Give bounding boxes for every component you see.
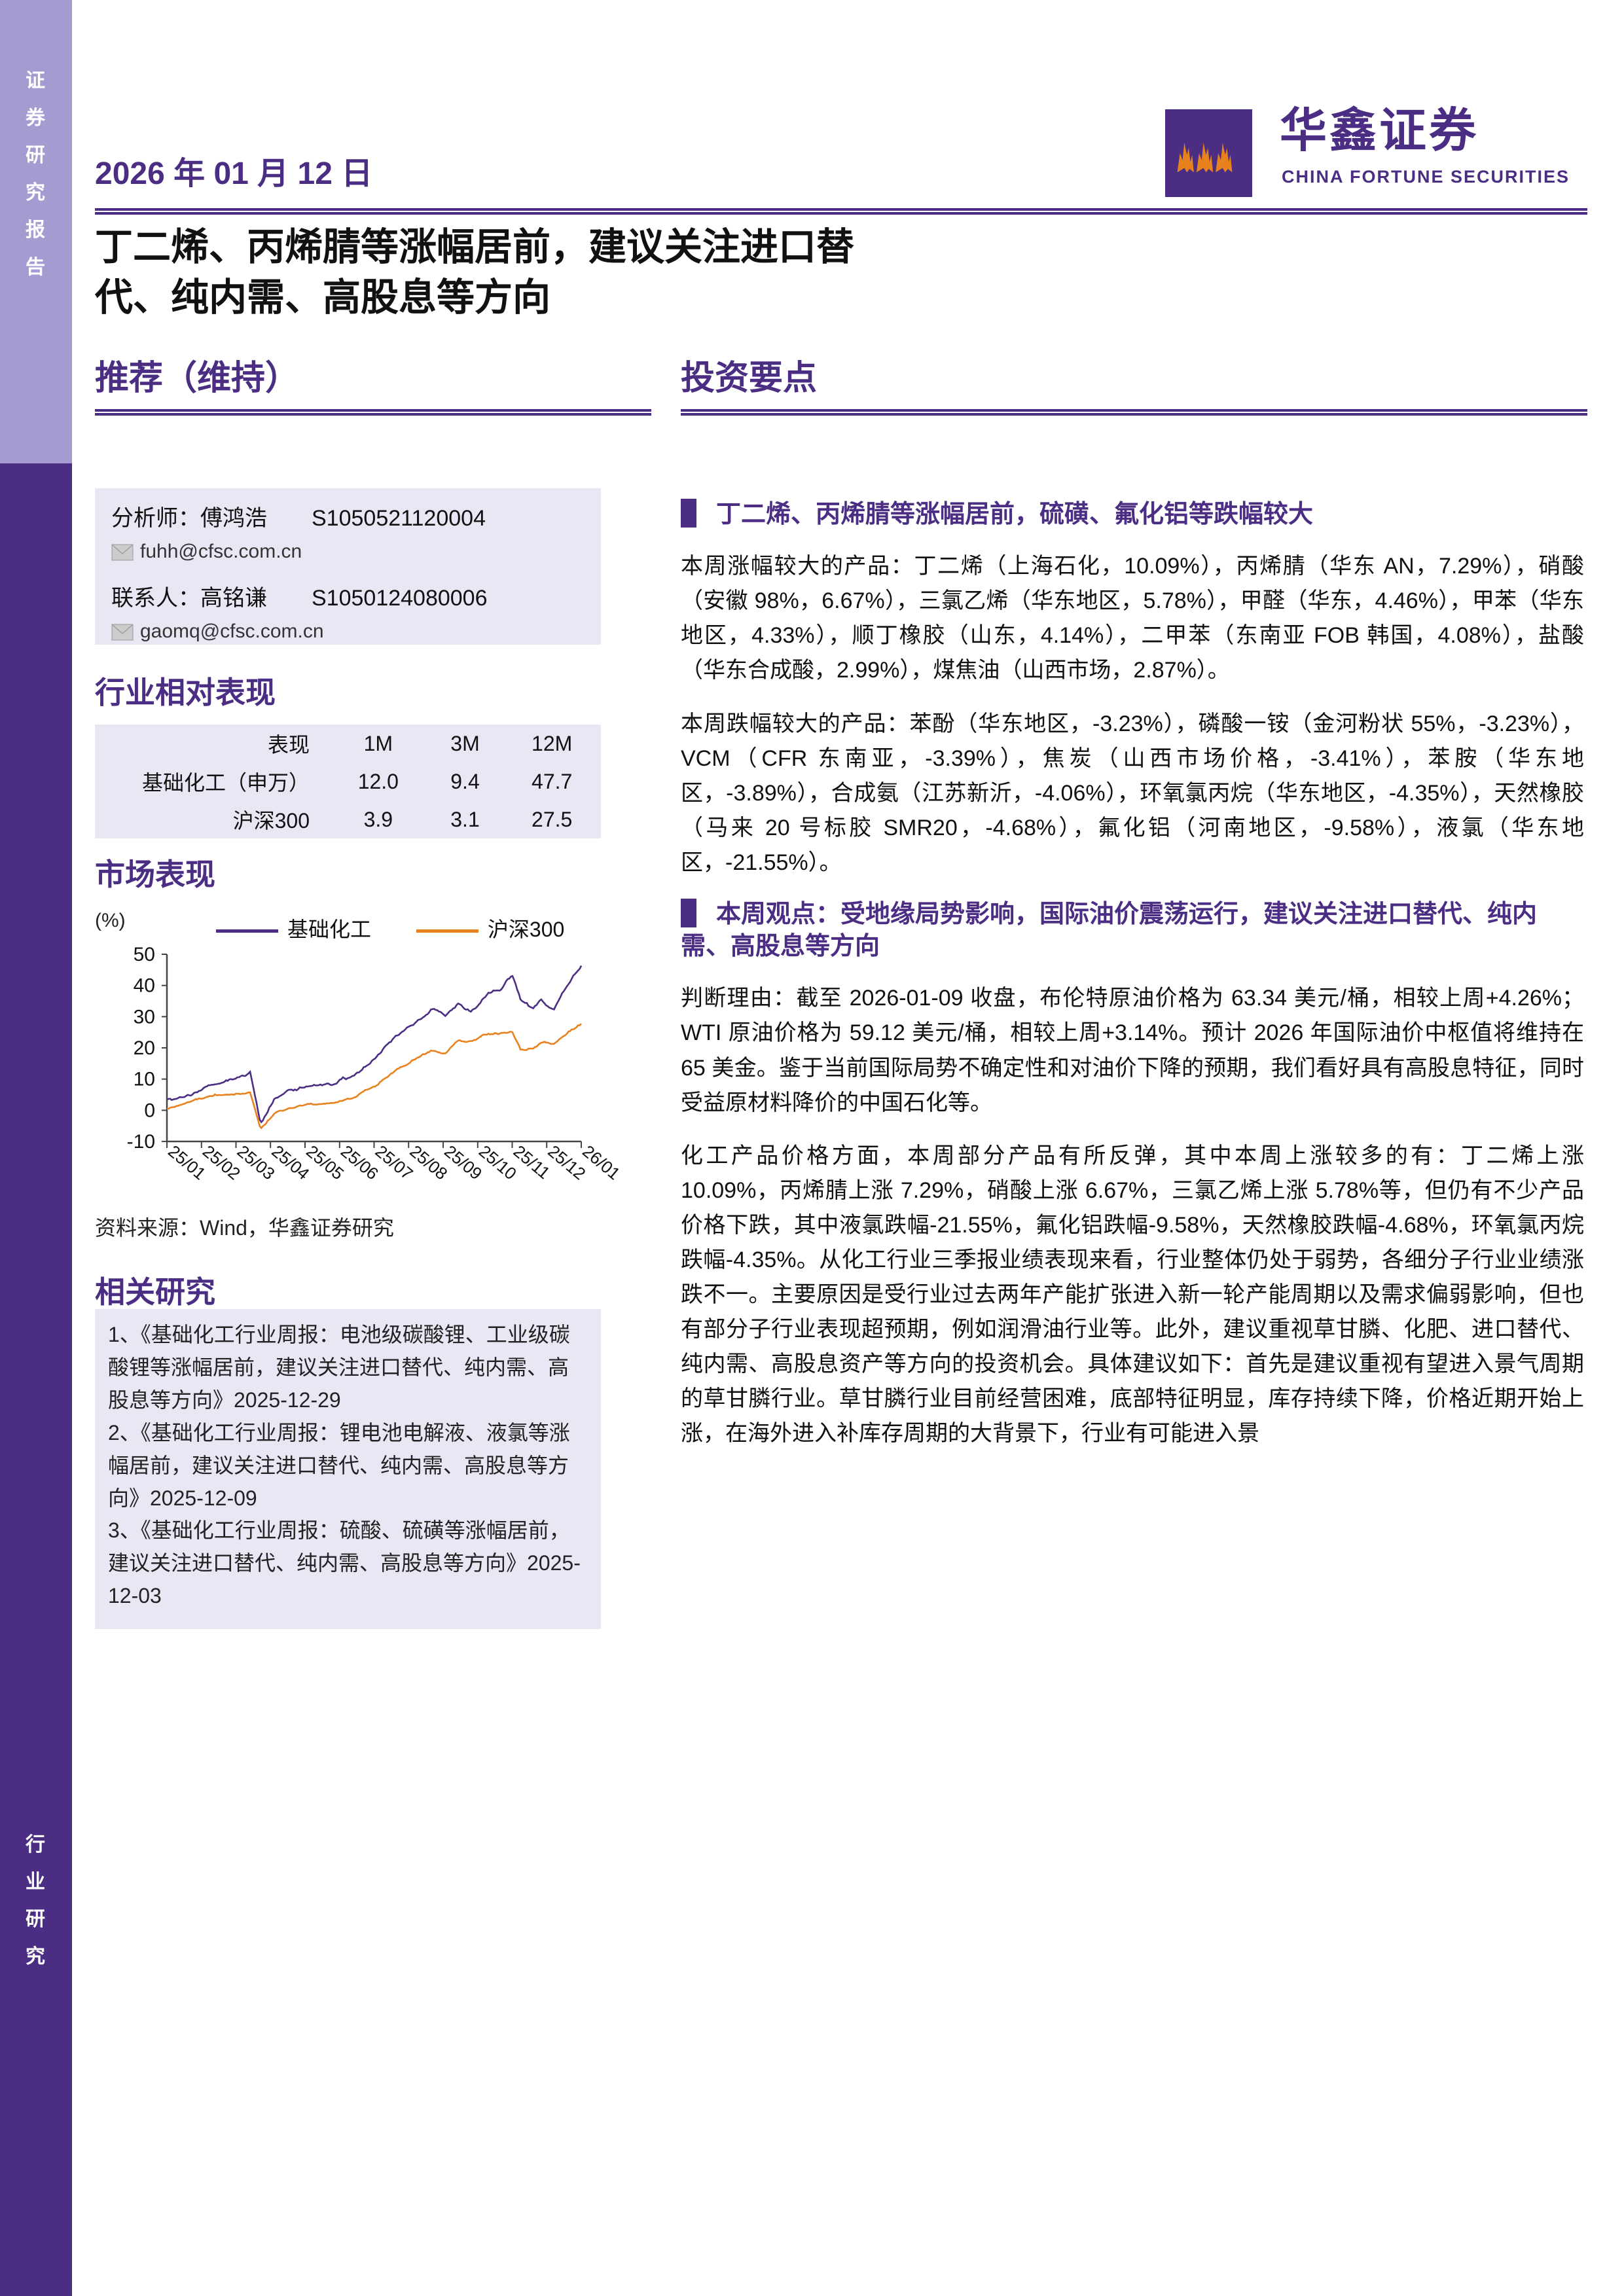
svg-text:30: 30 <box>134 1006 155 1028</box>
svg-text:25/09: 25/09 <box>441 1141 486 1184</box>
svg-text:25/01: 25/01 <box>164 1141 209 1184</box>
svg-text:25/03: 25/03 <box>234 1141 279 1184</box>
svg-text:10: 10 <box>134 1069 155 1090</box>
svg-text:25/07: 25/07 <box>372 1141 417 1184</box>
svg-text:0: 0 <box>144 1100 155 1121</box>
svg-text:-10: -10 <box>127 1131 155 1153</box>
svg-text:25/10: 25/10 <box>475 1141 520 1184</box>
svg-text:25/02: 25/02 <box>199 1141 244 1184</box>
svg-text:40: 40 <box>134 975 155 997</box>
svg-text:25/06: 25/06 <box>337 1141 382 1184</box>
svg-text:25/04: 25/04 <box>268 1141 313 1184</box>
svg-text:25/12: 25/12 <box>544 1141 589 1184</box>
svg-text:50: 50 <box>134 944 155 965</box>
svg-text:20: 20 <box>134 1037 155 1059</box>
svg-text:25/08: 25/08 <box>406 1141 451 1184</box>
svg-text:25/05: 25/05 <box>302 1141 348 1184</box>
svg-text:26/01: 26/01 <box>579 1141 624 1184</box>
